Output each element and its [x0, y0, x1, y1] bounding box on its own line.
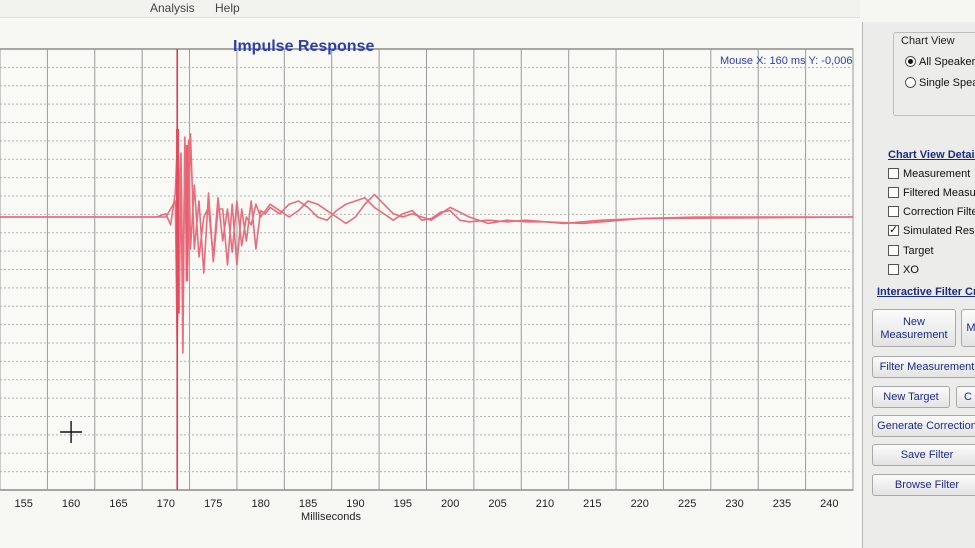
x-tick-label: 180: [251, 498, 269, 510]
side-panel: Chart View All Speakers Single Speaker C…: [862, 22, 975, 548]
checkbox-measurement[interactable]: Measurement: [888, 168, 970, 180]
x-tick-label: 160: [62, 498, 80, 510]
checkbox-correction-filter[interactable]: Correction Filter: [888, 206, 975, 218]
checkbox-measurement-label: Measurement: [903, 168, 971, 180]
x-tick-label: 195: [394, 498, 412, 510]
radio-all-speakers[interactable]: All Speakers: [905, 56, 975, 68]
x-tick-label: 210: [536, 498, 554, 510]
checkbox-simulated-result-label: Simulated Result: [903, 225, 975, 237]
radio-all-speakers-label: All Speakers: [919, 56, 975, 68]
checkbox-filtered-measurement-label: Filtered Measurement: [903, 187, 975, 199]
x-tick-label: 205: [488, 498, 506, 510]
chart-title: Impulse Response: [233, 38, 375, 55]
x-tick-label: 225: [678, 498, 696, 510]
checkbox-xo-box[interactable]: [888, 264, 899, 275]
impulse-peak-burst-2: [185, 145, 189, 281]
checkbox-target-box[interactable]: [888, 245, 899, 256]
checkbox-correction-filter-label: Correction Filter: [903, 206, 975, 218]
checkbox-simulated-result-box[interactable]: [888, 223, 899, 236]
x-tick-label: 170: [157, 498, 175, 510]
impulse-response-chart[interactable]: 155 160 165 170 175 180 185 190 195 200 205 210 215 2…: [0, 18, 862, 548]
checkbox-target[interactable]: Target: [888, 245, 934, 257]
menu-item-analysis[interactable]: Analysis: [150, 1, 195, 15]
radio-single-speaker[interactable]: Single Speaker: [905, 77, 975, 89]
x-tick-label: 190: [346, 498, 364, 510]
m-button[interactable]: M: [961, 309, 975, 347]
chart-view-details-link[interactable]: Chart View Details: [888, 149, 975, 161]
mouse-readout: Mouse X: 160 ms Y: -0,006: [720, 55, 853, 67]
checkbox-target-label: Target: [903, 245, 934, 257]
checkbox-filtered-measurement-box[interactable]: [888, 187, 899, 198]
radio-single-speaker-label: Single Speaker: [919, 77, 975, 89]
x-tick-label: 220: [631, 498, 649, 510]
menu-bar: Analysis Help: [0, 0, 860, 18]
new-target-button[interactable]: New Target: [872, 386, 950, 408]
chart-area: 155 160 165 170 175 180 185 190 195 200 205 210 215 2…: [0, 18, 862, 548]
x-tick-label: 175: [204, 498, 222, 510]
x-tick-label: 165: [109, 498, 127, 510]
interactive-filter-creation-link[interactable]: Interactive Filter Creation: [877, 286, 975, 298]
radio-all-speakers-indicator[interactable]: [905, 56, 916, 67]
checkbox-filtered-measurement[interactable]: Filtered Measurement: [888, 187, 975, 199]
x-tick-label: 200: [441, 498, 459, 510]
x-axis-label: Milliseconds: [301, 511, 361, 523]
x-tick-label: 155: [15, 498, 33, 510]
x-tick-label: 235: [773, 498, 791, 510]
browse-filter-button[interactable]: Browse Filter: [872, 474, 975, 496]
chart-view-group: [893, 32, 975, 116]
c-button[interactable]: C: [956, 386, 975, 408]
x-tick-label: 230: [725, 498, 743, 510]
generate-correction-button[interactable]: Generate Correction: [872, 415, 975, 437]
new-measurement-button[interactable]: New Measurement: [872, 309, 956, 347]
x-tick-label: 240: [820, 498, 838, 510]
checkbox-simulated-result[interactable]: Simulated Result: [888, 223, 975, 237]
checkbox-measurement-box[interactable]: [888, 168, 899, 179]
chart-view-title: Chart View: [899, 35, 957, 47]
checkbox-xo-label: XO: [903, 264, 919, 276]
x-tick-label: 215: [583, 498, 601, 510]
menu-item-help[interactable]: Help: [215, 1, 240, 15]
save-filter-button[interactable]: Save Filter: [872, 444, 975, 466]
impulse-peak-burst: [176, 129, 180, 313]
impulse-series-line-2: [0, 139, 854, 346]
filter-measurement-button[interactable]: Filter Measurement: [872, 356, 975, 378]
radio-single-speaker-indicator[interactable]: [905, 77, 916, 88]
checkbox-xo[interactable]: XO: [888, 264, 919, 276]
checkbox-correction-filter-box[interactable]: [888, 206, 899, 217]
x-tick-label: 185: [299, 498, 317, 510]
